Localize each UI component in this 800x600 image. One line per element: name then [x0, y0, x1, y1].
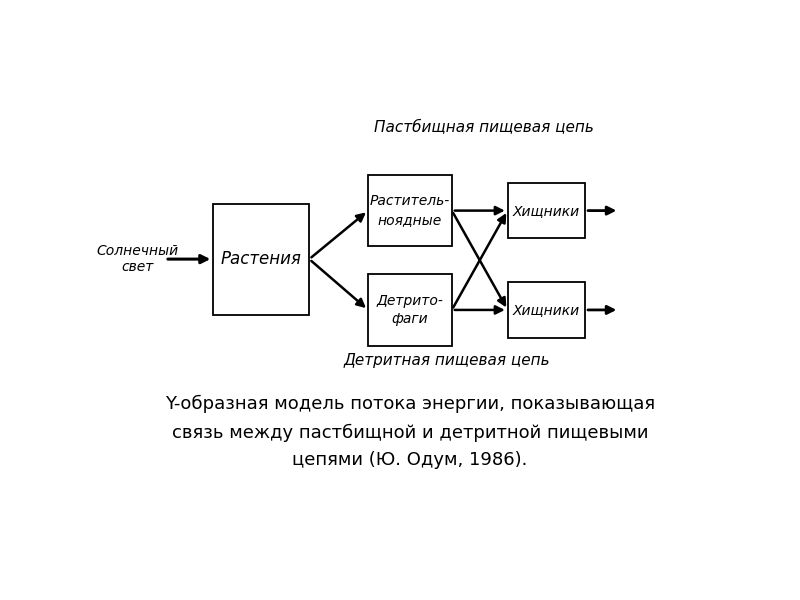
Text: Детрито-
фаги: Детрито- фаги [377, 294, 443, 326]
Bar [508, 183, 585, 238]
Text: Хищники: Хищники [513, 203, 580, 218]
Text: Растения: Растения [221, 250, 302, 268]
Bar [368, 175, 452, 247]
Text: Y-образная модель потока энергии, показывающая
связь между пастбищной и детритно: Y-образная модель потока энергии, показы… [165, 395, 655, 469]
Bar [213, 203, 310, 314]
Text: Солнечный
свет: Солнечный свет [96, 244, 178, 274]
Bar [368, 274, 452, 346]
Text: Раститель-
ноядные: Раститель- ноядные [370, 194, 450, 227]
Text: Хищники: Хищники [513, 303, 580, 317]
Text: Пастбищная пищевая цепь: Пастбищная пищевая цепь [374, 120, 594, 135]
Bar [508, 282, 585, 338]
Text: Детритная пищевая цепь: Детритная пищевая цепь [344, 353, 550, 368]
